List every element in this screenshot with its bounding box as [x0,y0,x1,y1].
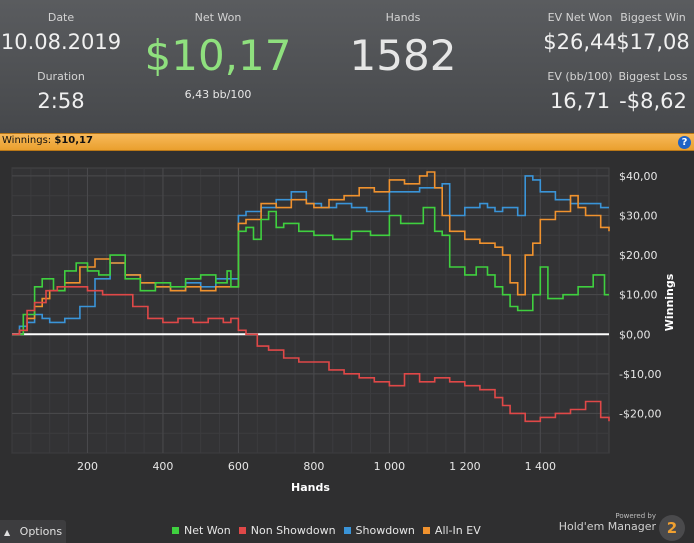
x-tick-label: 400 [152,460,173,473]
powered-by: Powered by Hold'em Manager [559,512,656,533]
help-icon[interactable]: ? [678,136,691,149]
y-tick-label: $20,00 [619,249,658,262]
duration-value: 2:58 [37,89,85,113]
chevron-up-icon: ▲ [4,528,11,537]
y-tick-label: $0,00 [619,328,651,341]
biggest-win-value: $17,08 [616,30,690,54]
legend-swatch [422,527,430,534]
legend-item: All-In EV [422,524,481,537]
x-tick-label: 200 [77,460,98,473]
winnings-label: Winnings: [2,135,52,146]
winnings-chart: 200 400 600 800 1 000 1 200 1 400 $40,00 $30,00 $… [0,151,694,523]
legend-label: Non Showdown [250,524,336,537]
y-tick-label: $40,00 [619,170,658,183]
legend-label: All-In EV [434,524,481,537]
net-won-label: Net Won [194,11,242,24]
winnings-bar: Winnings: $10,17 ? [0,133,694,151]
date-value: 10.08.2019 [0,30,122,54]
duration-label: Duration [37,70,85,83]
legend-item: Non Showdown [238,524,336,537]
x-tick-label: 1 200 [449,460,481,473]
winnings-value: $10,17 [54,135,93,146]
options-button[interactable]: ▲ Options [0,520,66,543]
y-tick-label: $30,00 [619,210,658,223]
legend-swatch [238,527,246,534]
biggest-win-label: Biggest Win [620,11,686,24]
biggest-loss-label: Biggest Loss [618,70,688,83]
options-label: Options [19,525,63,538]
biggest-loss-value: -$8,62 [619,89,687,113]
session-stats-panel: Date 10.08.2019 Duration 2:58 Net Won $1… [0,0,694,133]
x-axis-label: Hands [291,481,330,494]
x-tick-label: 800 [303,460,324,473]
legend-label: Net Won [184,524,231,537]
x-tick-label: 1 000 [374,460,406,473]
y-tick-label: $10,00 [619,289,658,302]
ev-bb-label: EV (bb/100) [547,70,613,83]
hm-logo-icon: 2 [659,515,685,541]
legend-swatch [172,527,179,534]
legend-item: Net Won [172,524,231,537]
net-won-value: $10,17 [144,31,292,80]
winnings-text: Winnings: $10,17 [2,135,93,146]
chart-svg: 200 400 600 800 1 000 1 200 1 400 $40,00 $30,00 $… [11,167,676,494]
brand-name: Hold'em Manager [558,520,656,533]
ev-net-won-label: EV Net Won [547,11,613,24]
series-line-non-showdown [12,286,610,423]
chart-legend: Net Won Non Showdown Showdown All-In EV [172,524,489,537]
x-tick-label: 600 [228,460,249,473]
footer: ▲ Options Net Won Non Showdown Showdown All… [0,512,694,543]
legend-swatch [343,527,351,534]
series-line-all-in-ev [12,171,610,336]
powered-by-label: Powered by [615,512,656,520]
y-tick-label: -$20,00 [619,407,661,420]
ev-bb-value: 16,71 [549,89,611,113]
ev-net-won-value: $26,44 [543,30,617,54]
x-tick-label: 1 400 [525,460,557,473]
hands-value: 1582 [349,31,457,80]
hands-label: Hands [385,11,421,24]
series-line-net-won [12,206,609,336]
legend-item: Showdown [343,524,415,537]
date-label: Date [47,11,75,24]
net-won-rate: 6,43 bb/100 [184,88,252,101]
y-tick-label: -$10,00 [619,368,661,381]
legend-label: Showdown [355,524,415,537]
y-axis-label: Winnings [663,273,676,331]
